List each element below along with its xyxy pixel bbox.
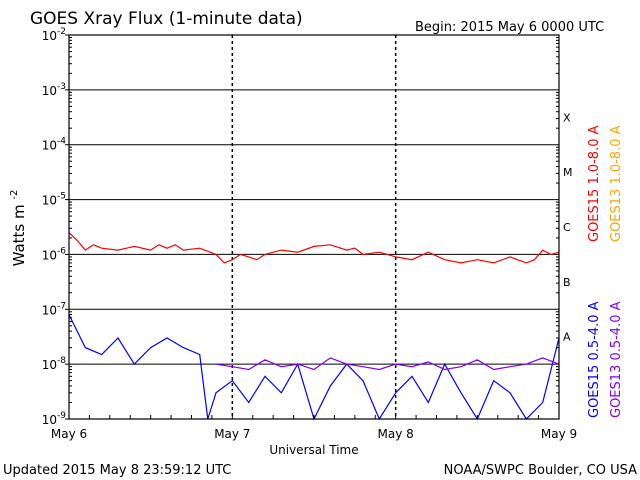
legend-entry: GOES15 1.0-8.0 A xyxy=(587,125,602,242)
y-tick-label: 10-7 xyxy=(42,301,66,317)
y-tick-label: 10-3 xyxy=(42,82,66,98)
series-line-1 xyxy=(68,314,560,421)
y-axis-label: Watts m -2 xyxy=(9,190,28,267)
begin-label: Begin: 2015 May 6 0000 UTC xyxy=(415,20,604,35)
data-source: NOAA/SWPC Boulder, CO USA xyxy=(444,463,637,478)
series-line-2 xyxy=(215,357,560,371)
x-tick-label: May 6 xyxy=(51,427,87,441)
legend-entry: GOES13 1.0-8.0 A xyxy=(609,125,624,242)
series-layer xyxy=(68,232,560,421)
x-tick-label: May 9 xyxy=(541,427,577,441)
y-axis-label-main: Watts m xyxy=(10,204,28,266)
flare-class-label: B xyxy=(563,276,571,289)
flare-class-label: M xyxy=(563,166,573,179)
flare-class-label: X xyxy=(563,111,571,124)
flare-class-label: A xyxy=(563,331,571,344)
y-axis-label-exp: -2 xyxy=(9,190,20,200)
chart-title: GOES Xray Flux (1-minute data) xyxy=(30,9,303,29)
grid-layer xyxy=(69,35,559,419)
y-tick-label: 10-2 xyxy=(42,27,66,43)
x-tick-label: May 8 xyxy=(378,427,414,441)
series-line-0 xyxy=(68,232,560,264)
y-tick-label: 10-5 xyxy=(42,192,66,208)
y-tick-label: 10-9 xyxy=(42,411,67,427)
x-axis-label: Universal Time xyxy=(269,443,358,457)
legend-entry: GOES15 0.5-4.0 A xyxy=(587,301,602,418)
legend-entry: GOES13 0.5-4.0 A xyxy=(609,301,624,418)
updated-timestamp: Updated 2015 May 8 23:59:12 UTC xyxy=(3,463,231,478)
legend: GOES15 1.0-8.0 A GOES13 1.0-8.0 A GOES15 0… xyxy=(587,125,624,418)
y-tick-label: 10-8 xyxy=(42,356,67,372)
x-tick-label: May 7 xyxy=(214,427,250,441)
y-tick-label: 10-4 xyxy=(42,137,67,153)
y-tick-label: 10-6 xyxy=(42,246,67,262)
flare-class-label: C xyxy=(563,221,571,234)
plot-frame xyxy=(68,34,560,420)
